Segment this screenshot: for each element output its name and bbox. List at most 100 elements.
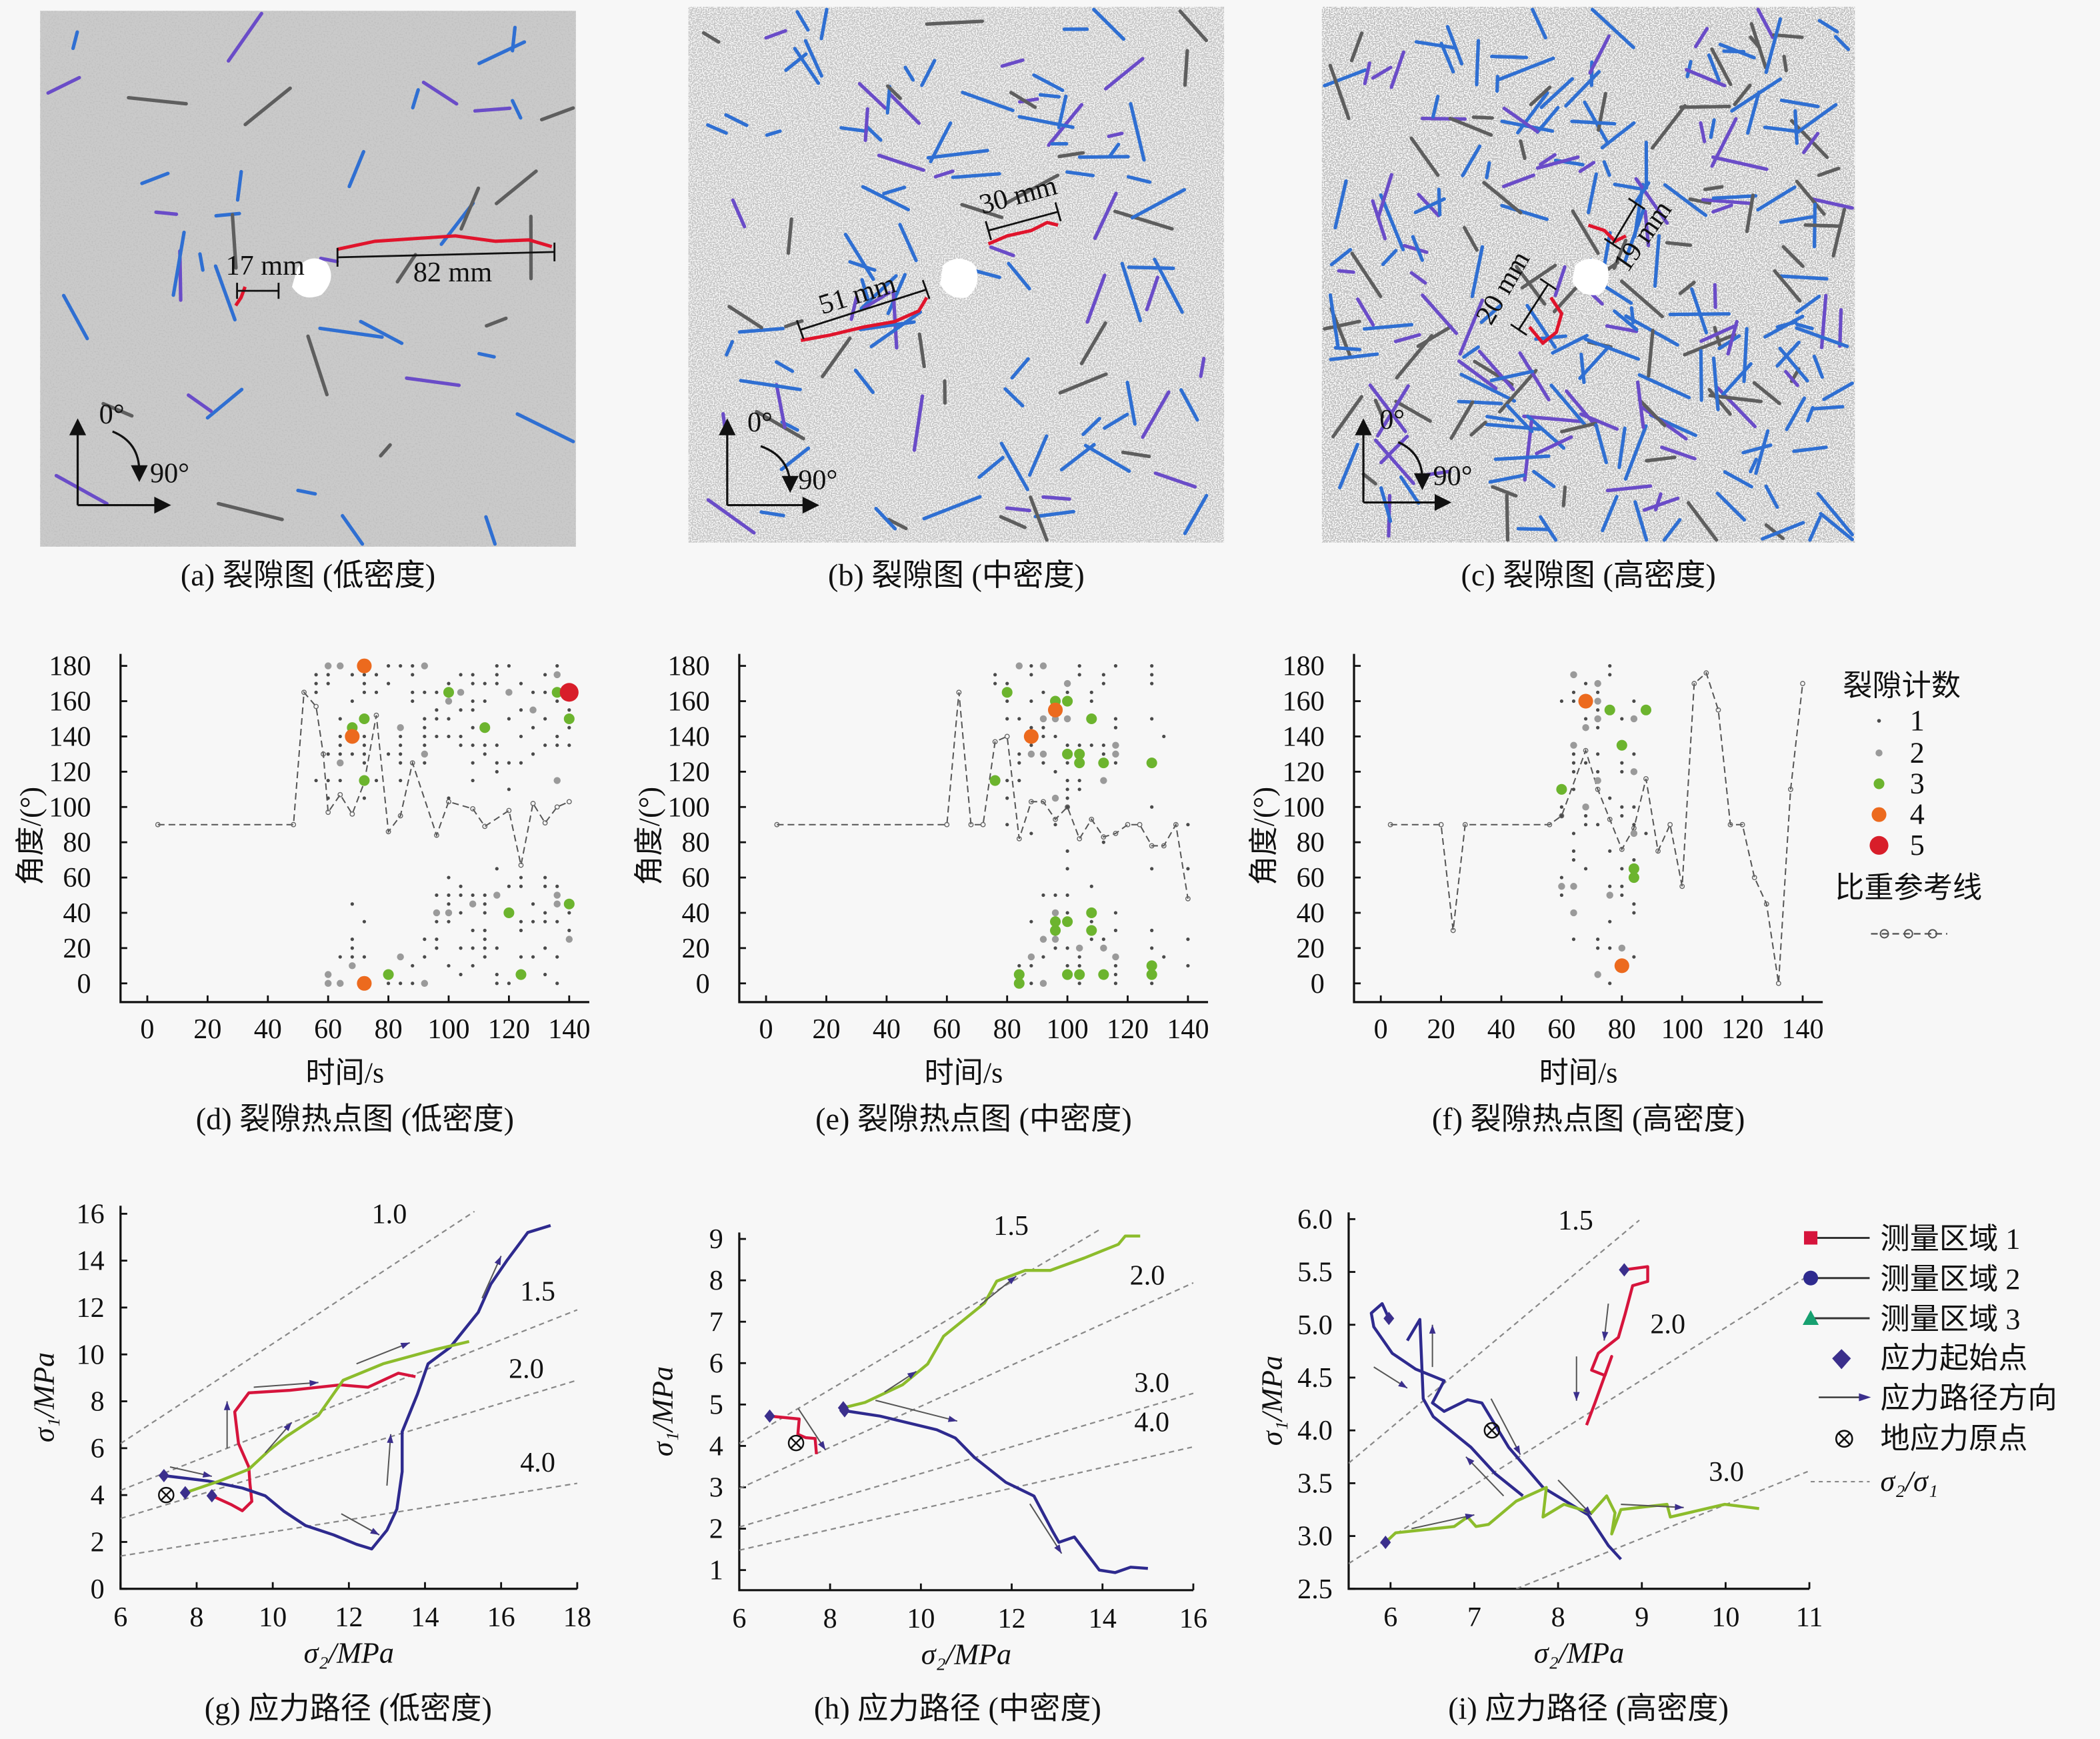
stress-ratio-label: 2.0 <box>1650 1308 1685 1340</box>
y-tick-label: 0 <box>1311 968 1325 1000</box>
crack-hotspot-point <box>1618 944 1626 952</box>
crack-hotspot-point <box>397 723 404 731</box>
in-situ-stress-origin-icon <box>1483 1422 1501 1439</box>
fracture-line <box>1183 493 1209 535</box>
fracture-line <box>1145 275 1160 311</box>
fracture-line <box>1726 319 1739 356</box>
crack-hotspot-point <box>386 982 391 986</box>
stress-ratio-label: 1.5 <box>993 1210 1029 1242</box>
crack-hotspot-point <box>1150 664 1154 668</box>
fracture-line <box>843 233 875 281</box>
measurement-17mm: 17 mm <box>226 250 305 281</box>
fracture-line <box>1633 500 1649 542</box>
crack-hotspot-point <box>507 717 511 721</box>
ratio-line-point <box>1462 821 1468 827</box>
crack-hotspot-point <box>543 690 547 694</box>
crack-hotspot-point <box>1062 916 1073 928</box>
fracture-line <box>1363 323 1414 331</box>
x-axis-label: σ₂/MPa <box>1534 1636 1624 1669</box>
crack-hotspot-point <box>1029 920 1033 924</box>
crack-hotspot-point <box>435 717 439 721</box>
angle-ninety-label: 90° <box>1433 460 1473 491</box>
crack-hotspot-point <box>1150 946 1154 950</box>
y-axis-label: 角度/(°) <box>14 787 47 886</box>
crack-hotspot-point <box>1113 664 1118 668</box>
fracture-line <box>1613 309 1639 331</box>
fracture-line <box>1645 455 1677 463</box>
crack-hotspot-point <box>435 946 439 950</box>
crack-hotspot-point <box>563 713 575 725</box>
crack-hotspot-point <box>1558 883 1565 890</box>
crack-hotspot-point <box>411 664 415 668</box>
fracture-line <box>848 260 877 272</box>
legend-label-count-5: 5 <box>1910 829 1925 861</box>
crack-hotspot-point <box>345 729 360 744</box>
crack-hotspot-point <box>374 778 379 783</box>
fracture-line <box>1792 445 1828 453</box>
crack-hotspot-point <box>1606 892 1613 899</box>
fracture-line <box>1058 372 1108 395</box>
fracture-line <box>1688 197 1712 205</box>
y-tick-label: 4.0 <box>1297 1415 1333 1446</box>
crack-hotspot-point <box>349 962 356 970</box>
y-tick-label: 8 <box>709 1265 723 1296</box>
crack-hotspot-point <box>1608 920 1612 924</box>
y-axis-label: σ₁/MPa <box>1256 1356 1289 1446</box>
fracture-line <box>1781 245 1805 268</box>
arrow-head-icon <box>223 1401 231 1410</box>
fracture-line <box>1570 119 1617 126</box>
fracture-line <box>1637 373 1691 399</box>
fracture-line <box>1817 166 1841 177</box>
main-crack-left <box>800 296 929 342</box>
crack-hotspot-point <box>411 982 415 986</box>
hotspot-chart-low-density: 0 20 40 60 80 100 120 1400204060801001201401601… <box>14 651 590 1136</box>
plot-area <box>1348 1220 1812 1589</box>
fracture-line <box>922 495 982 521</box>
crack-hotspot-point <box>567 708 571 712</box>
fracture-line <box>1723 470 1753 489</box>
crack-hotspot-point <box>515 969 527 980</box>
fracture-line <box>1613 182 1646 191</box>
fracture-line <box>786 217 793 255</box>
crack-hotspot-point <box>1113 761 1118 765</box>
crack-hotspot-point <box>314 778 318 783</box>
legend-label: 应力起始点 <box>1881 1342 2028 1374</box>
fracture-line <box>1601 495 1619 533</box>
crack-hotspot-point <box>543 946 547 950</box>
crack-hotspot-point <box>1582 803 1589 811</box>
crack-hotspot-point <box>1186 823 1190 827</box>
fracture-line <box>1329 247 1353 267</box>
legend-title: 裂隙计数 <box>1843 669 1961 702</box>
crack-hotspot-point <box>555 664 559 668</box>
crack-hotspot-point <box>519 920 523 924</box>
crack-hotspot-point <box>399 664 403 668</box>
fracture-line <box>877 153 925 172</box>
fracture-line <box>925 19 985 26</box>
arrow-head-icon <box>1465 1456 1475 1466</box>
fracture-line <box>421 80 459 106</box>
crack-hotspot-point <box>493 892 501 899</box>
ratio-line-point <box>1667 821 1673 827</box>
ratio-line-point <box>518 862 524 868</box>
crack-hotspot-point <box>543 911 547 915</box>
fracture-line <box>764 29 787 40</box>
fracture-line <box>706 498 756 535</box>
fracture-line <box>1560 421 1598 433</box>
origin-circle <box>787 1434 805 1452</box>
fracture-line <box>101 401 134 418</box>
fracture-line <box>1199 356 1206 378</box>
crack-hotspot-point <box>1027 750 1035 758</box>
x-tick-label: 12 <box>997 1603 1025 1634</box>
legend-marker-count-4 <box>1871 807 1887 822</box>
legend-start-point: 应力起始点 <box>1832 1342 2027 1374</box>
y-tick-label: 0 <box>91 1574 105 1605</box>
crack-hotspot-point <box>459 884 463 888</box>
fracture-line <box>1678 280 1696 295</box>
x-tick-label: 60 <box>933 1014 961 1045</box>
crack-hotspot-point <box>459 911 463 915</box>
legend-label: σ₂/σ₁ <box>1881 1465 1939 1498</box>
y-tick-label: 20 <box>63 933 91 964</box>
y-axis-label: σ₁/MPa <box>27 1352 60 1442</box>
crack-hotspot-point <box>519 761 523 765</box>
fracture-line <box>1409 271 1427 285</box>
